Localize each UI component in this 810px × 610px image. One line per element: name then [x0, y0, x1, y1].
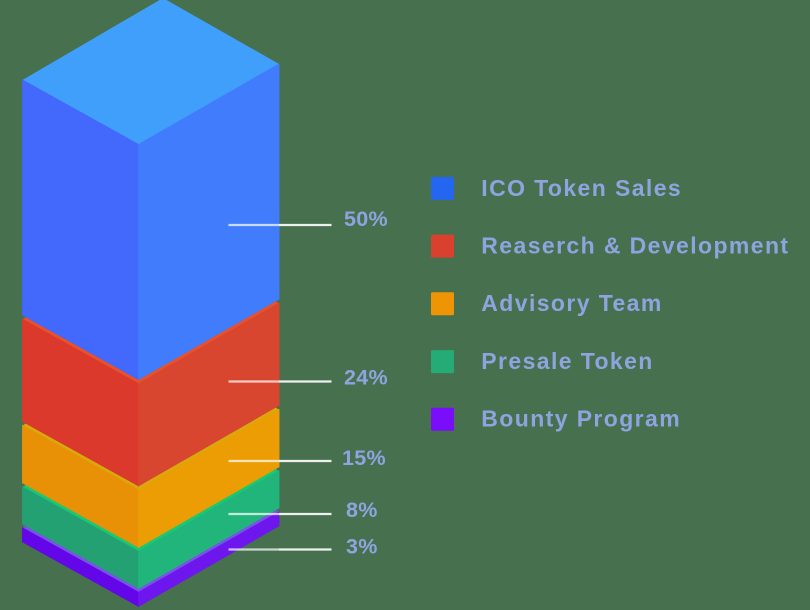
svg-text:8%: 8%: [346, 498, 378, 522]
svg-text:3%: 3%: [346, 535, 378, 559]
svg-text:Reaserch & Development: Reaserch & Development: [481, 233, 789, 259]
svg-text:Bounty Program: Bounty Program: [481, 406, 681, 432]
svg-text:15%: 15%: [342, 446, 386, 470]
svg-text:Advisory Team: Advisory Team: [481, 290, 662, 316]
svg-text:ICO Token Sales: ICO Token Sales: [481, 175, 682, 201]
svg-text:24%: 24%: [344, 366, 388, 390]
svg-text:Presale Token: Presale Token: [481, 348, 653, 374]
svg-text:50%: 50%: [344, 207, 388, 231]
